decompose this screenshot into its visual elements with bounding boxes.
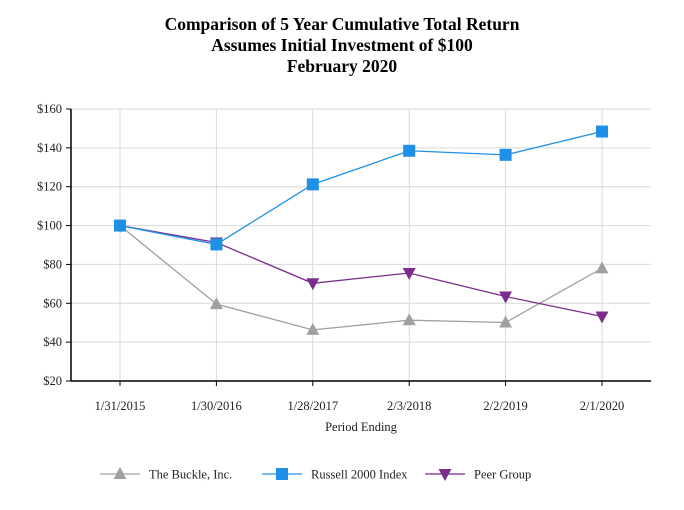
series-line-peer-group xyxy=(119,224,603,318)
x-tick-label: 1/30/2016 xyxy=(191,399,242,413)
y-tick-label: $20 xyxy=(43,374,62,388)
x-tick-label: 1/28/2017 xyxy=(287,399,338,413)
x-tick-label: 2/2/2019 xyxy=(483,399,527,413)
legend-marker-russell-2000-index xyxy=(276,468,288,480)
data-point-the-buckle-inc xyxy=(499,315,513,328)
series-line-russell-2000-index xyxy=(119,130,603,246)
legend-label-peer-group: Peer Group xyxy=(474,468,531,482)
data-point-russell-2000-index xyxy=(596,125,608,138)
data-point-peer-group xyxy=(499,291,513,304)
chart-subtitle: Assumes Initial Investment of $100 xyxy=(211,35,473,55)
axes xyxy=(66,108,651,386)
data-point-the-buckle-inc xyxy=(209,297,223,310)
x-tick-label: 2/1/2020 xyxy=(580,399,624,413)
data-point-peer-group xyxy=(306,278,320,291)
legend-marker-the-buckle-inc xyxy=(113,467,127,479)
series-line-the-buckle-inc xyxy=(119,225,603,331)
grid-lines xyxy=(71,108,651,381)
data-point-russell-2000-index xyxy=(114,219,126,232)
legend-marker-peer-group xyxy=(438,469,452,481)
y-tick-labels: $20 $40 $60 $80 $100 $120 $140 $160 xyxy=(37,102,62,388)
x-tick-label: 1/31/2015 xyxy=(95,399,146,413)
x-tick-labels: 1/31/2015 1/30/2016 1/28/2017 2/3/2018 2/2/2… xyxy=(95,399,625,413)
data-point-the-buckle-inc xyxy=(595,261,609,274)
y-tick-label: $40 xyxy=(43,335,62,349)
chart-subtitle-date: February 2020 xyxy=(286,56,398,76)
y-tick-label: $160 xyxy=(37,102,62,116)
data-point-russell-2000-index xyxy=(499,148,512,161)
data-point-the-buckle-inc xyxy=(402,313,416,326)
y-tick-label: $100 xyxy=(37,219,62,233)
legend-label-russell-2000-index: Russell 2000 Index xyxy=(311,468,408,482)
data-point-russell-2000-index xyxy=(403,144,416,157)
data-point-the-buckle-inc xyxy=(306,322,320,335)
chart-title: Comparison of 5 Year Cumulative Total Re… xyxy=(164,14,520,34)
y-tick-label: $140 xyxy=(37,141,62,155)
data-point-peer-group xyxy=(402,267,416,280)
title-block: Comparison of 5 Year Cumulative Total Re… xyxy=(0,14,684,77)
legend: The Buckle, Inc. Russell 2000 Index Peer G… xyxy=(100,467,531,482)
legend-label-the-buckle-inc: The Buckle, Inc. xyxy=(149,468,232,482)
data-point-russell-2000-index xyxy=(210,238,223,251)
data-point-russell-2000-index xyxy=(306,178,319,191)
x-tick-label: 2/3/2018 xyxy=(387,399,431,413)
x-axis-label: Period Ending xyxy=(325,420,398,434)
data-point-peer-group xyxy=(595,311,609,324)
series-layer xyxy=(113,125,609,335)
y-tick-label: $80 xyxy=(43,257,62,271)
y-tick-label: $120 xyxy=(37,180,62,194)
y-tick-label: $60 xyxy=(43,296,62,310)
